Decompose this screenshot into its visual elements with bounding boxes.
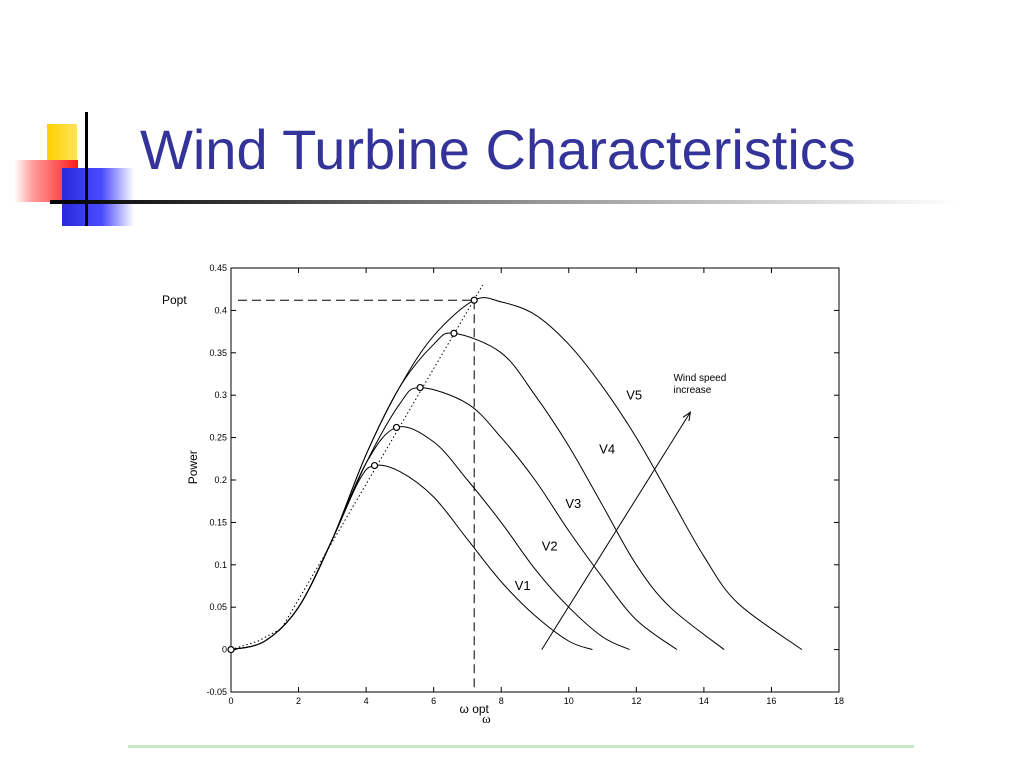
slide-title: Wind Turbine Characteristics [140,118,856,181]
y-tick-label: 0.45 [209,263,227,273]
x-tick-label: 0 [228,696,233,706]
x-tick-label: 4 [364,696,369,706]
optimum-point-marker [416,383,424,392]
wopt-label: ω opt [460,702,490,716]
y-tick-label: 0.1 [214,560,227,570]
series-line-v1 [230,464,593,651]
wind-speed-text: increase [673,385,711,396]
x-tick-label: 6 [431,696,436,706]
optimum-point-marker [450,329,458,337]
y-tick-label: 0.4 [214,305,227,315]
optimal-power-line [230,284,484,651]
x-tick-label: 14 [699,696,709,706]
y-tick-label: 0 [222,645,227,655]
optimum-point-marker [470,296,478,304]
power-vs-speed-chart: 0 2 4 6 8 10 12 14 16 18-0.0500.050.10.150.20.250… [162,263,844,725]
x-tick-label: 10 [564,696,574,706]
popt-label: Popt [162,293,187,307]
y-tick-label: 0.05 [209,602,227,612]
wind-speed-arrow [541,411,691,650]
yellow-square-decoration [47,124,77,164]
y-tick-label: -0.05 [206,687,227,697]
x-tick-label: 2 [296,696,301,706]
x-tick-label: 18 [834,696,844,706]
blue-square-decoration [62,168,134,226]
series-label-v1: V1 [515,578,531,593]
y-tick-label: 0.3 [214,390,227,400]
y-axis-label: Power [186,450,200,484]
optimum-point-marker [392,423,401,432]
wind-speed-arrowhead [682,411,692,422]
series-line-v5 [230,297,803,651]
title-underline-rule [50,200,960,204]
series-line-v2 [230,426,630,651]
optimum-point-marker [370,461,379,470]
series-line-v4 [230,332,725,651]
y-tick-label: 0.15 [209,517,227,527]
x-axis-label: ω [482,711,491,725]
y-tick-label: 0.35 [209,348,227,358]
series-label-v4: V4 [599,442,615,457]
y-tick-label: 0.25 [209,433,227,443]
wind-speed-text: Wind speed [673,373,726,384]
series-label-v5: V5 [626,387,642,402]
x-tick-label: 12 [631,696,641,706]
optimum-point-marker [227,646,235,654]
x-tick-label: 16 [766,696,776,706]
y-tick-label: 0.2 [214,475,227,485]
series-label-v2: V2 [542,538,558,553]
vertical-line-decoration [85,112,88,226]
series-label-v3: V3 [565,496,581,511]
x-tick-label: 8 [499,696,504,706]
footer-rule [128,745,914,748]
